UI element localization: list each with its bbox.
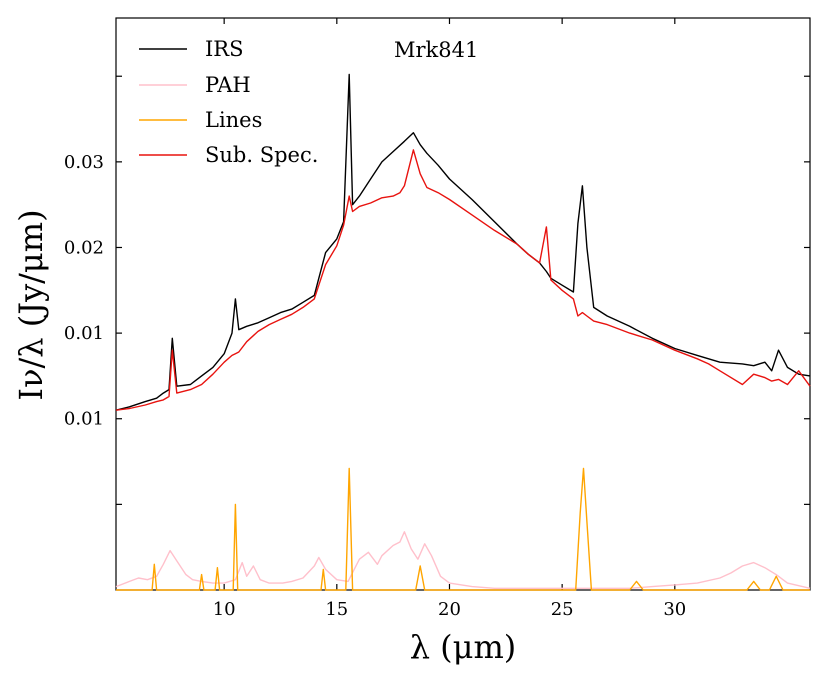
x-tick-label-20: 20 <box>438 599 461 620</box>
legend-label-sub-spec: Sub. Spec. <box>205 143 318 167</box>
series-line-pah <box>115 531 811 589</box>
series-line-sub-spec <box>115 149 811 411</box>
legend-label-irs: IRS <box>205 37 244 61</box>
x-tick-label-30: 30 <box>663 599 686 620</box>
y-tick-label-0: 0.01 <box>64 409 104 430</box>
y-tick-label-1: 0.01 <box>64 323 104 344</box>
x-tick-label-10: 10 <box>213 599 236 620</box>
x-tick-label-25: 25 <box>551 599 574 620</box>
series-group <box>115 73 811 591</box>
annotation-label: Mrk841 <box>394 38 478 62</box>
series-line-lines <box>116 467 810 591</box>
plot-area <box>115 17 811 591</box>
y-tick-label-2: 0.02 <box>64 237 104 258</box>
axis-ticks: 10 15 20 25 30 0.01 0.01 0.02 0.03 <box>64 18 810 620</box>
legend-label-pah: PAH <box>205 73 251 97</box>
x-axis-title: λ (μm) <box>410 628 517 666</box>
x-tick-label-15: 15 <box>325 599 348 620</box>
legend-label-lines: Lines <box>205 108 262 132</box>
series-line-irs <box>115 73 811 411</box>
y-axis-title: Iν/λ (Jy/μm) <box>12 209 50 400</box>
legend: IRS PAH Lines Sub. Spec. <box>139 37 318 167</box>
y-tick-label-3: 0.03 <box>64 152 104 173</box>
